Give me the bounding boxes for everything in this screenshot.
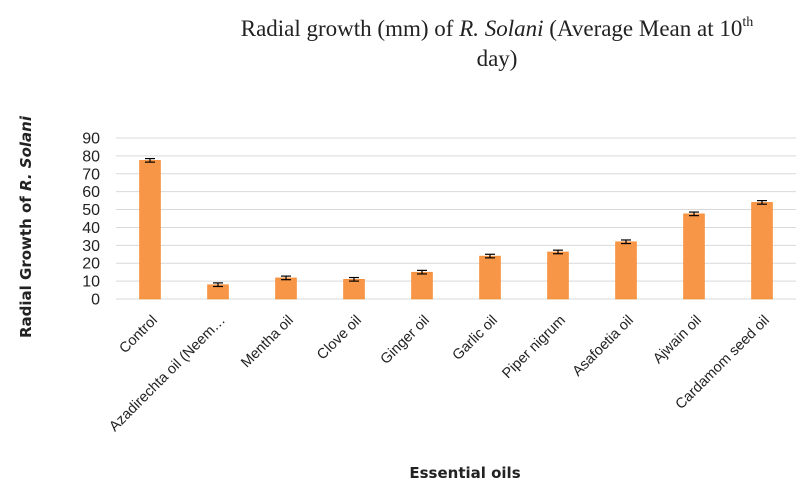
chart-title-line1: Radial growth (mm) of R. Solani (Average… [241, 15, 754, 41]
y-tick-label: 20 [82, 256, 100, 273]
x-tick-label: Ginger oil [378, 313, 433, 368]
error-bar [417, 269, 427, 275]
y-tick-label: 50 [82, 202, 100, 219]
bar [615, 241, 637, 300]
chart-title-line2: day) [477, 46, 518, 71]
y-tick-label: 80 [82, 148, 100, 165]
y-axis-title: Radial Growth of R. Solani [17, 115, 35, 338]
y-tick-label: 60 [82, 184, 100, 201]
bar [751, 202, 773, 300]
x-tick-label: Asafoetia oil [570, 313, 637, 380]
x-tick-label: Mentha oil [238, 313, 297, 372]
error-bar [281, 275, 291, 281]
gridlines [116, 137, 796, 300]
y-tick-label: 70 [82, 166, 100, 183]
y-axis-title-pre: Radial Growth of [17, 191, 35, 338]
chart-title-mid: (Average Mean at 10 [544, 16, 743, 41]
y-tick-label: 10 [82, 274, 100, 291]
y-tick-label: 40 [82, 220, 100, 237]
bar [411, 271, 433, 300]
bar [343, 279, 365, 300]
bar [139, 160, 161, 300]
x-tick-label: Garlic oil [450, 313, 501, 364]
chart-title-sup: th [742, 15, 753, 30]
error-bar [621, 239, 631, 245]
error-bar [757, 200, 767, 205]
error-bar [553, 249, 563, 255]
chart-title-italic: R. Solani [458, 16, 543, 41]
x-tick-label: Clove oil [314, 313, 365, 364]
x-tick-label: Control [116, 313, 160, 357]
bar [683, 213, 705, 300]
error-bar [689, 211, 699, 217]
error-bar [145, 157, 155, 163]
bar [479, 255, 501, 300]
x-tick-label: Azadirechta oil (Neem… [106, 313, 228, 435]
y-tick-label: 0 [91, 292, 100, 309]
error-bar [485, 253, 495, 259]
y-tick-label: 90 [82, 131, 100, 148]
bars [139, 160, 773, 300]
error-bars [145, 157, 767, 288]
x-tick-label: Ajwain oil [650, 313, 705, 368]
bar [547, 251, 569, 300]
x-tick-label: Piper nigrum [499, 313, 568, 382]
error-bar [213, 282, 223, 288]
y-tick-label: 30 [82, 238, 100, 255]
x-axis-title: Essential oils [409, 464, 520, 482]
error-bar [349, 276, 359, 282]
y-axis-title-italic: R. Solani [17, 115, 35, 191]
bar [275, 277, 297, 300]
chart-title-pre: Radial growth (mm) of [241, 16, 459, 41]
